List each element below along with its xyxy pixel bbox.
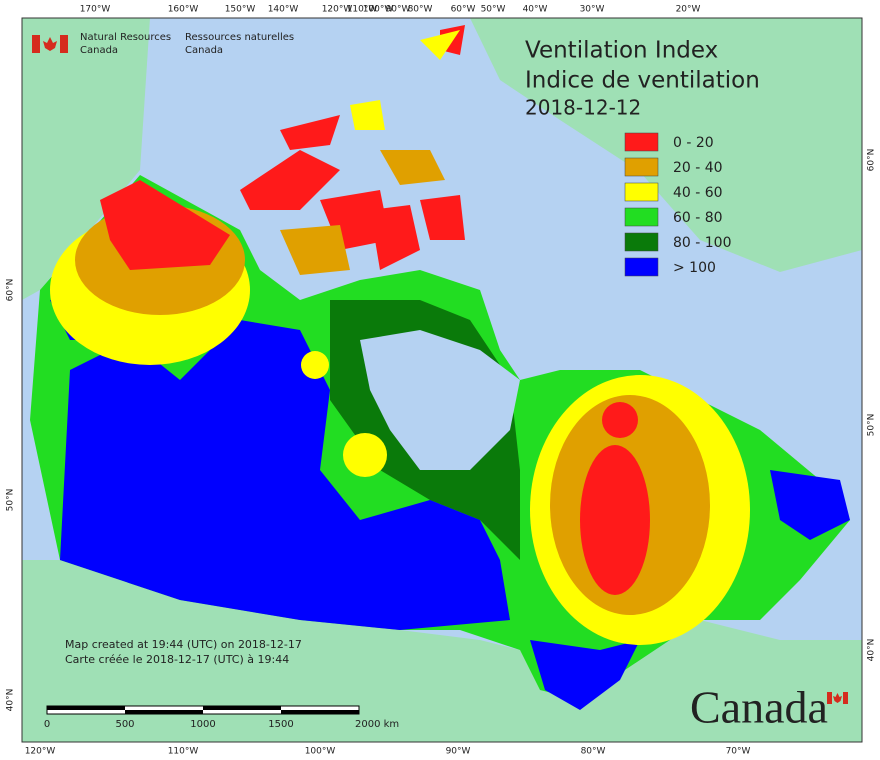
zone-red-nw: [100, 180, 230, 270]
zone-yellow-mb: [343, 433, 387, 477]
title-fr: Indice de ventilation: [525, 68, 760, 94]
graticule-top: 140°W: [268, 5, 299, 15]
graticule-top: 170°W: [80, 5, 111, 15]
graticule-top: 160°W: [168, 5, 199, 15]
graticule-right: 50°N: [867, 414, 877, 437]
agency-fr: Canada: [185, 45, 223, 56]
flag-bar: [827, 692, 832, 704]
graticule-top: 100°W: [363, 5, 394, 15]
zone-red-arctic: [240, 25, 465, 270]
usa: [22, 560, 862, 742]
nrcan-flag: [32, 35, 68, 53]
legend-swatch: [624, 232, 659, 252]
legend-swatch: [624, 207, 659, 227]
agency-en: Canada: [80, 45, 118, 56]
graticule-bottom: 90°W: [446, 747, 471, 757]
zone-yellow-nu: [301, 351, 329, 379]
canada-wordmark: Canada: [690, 682, 828, 733]
scale-label: 1000: [190, 719, 215, 730]
legend-swatch: [624, 182, 659, 202]
zone-blue-ontario: [530, 640, 640, 710]
title-en: Ventilation Index: [525, 38, 718, 64]
graticule-top: 40°W: [523, 5, 548, 15]
zone-red-quebec: [580, 445, 650, 595]
credit-fr: Carte créée le 2018-12-17 (UTC) à 19:44: [65, 653, 289, 666]
credit-en: Map created at 19:44 (UTC) on 2018-12-17: [65, 638, 302, 651]
legend-swatch: [624, 257, 659, 277]
title-date: 2018-12-12: [525, 96, 641, 120]
graticule-top: 80°W: [408, 5, 433, 15]
zone-red-quebec-n: [602, 402, 638, 438]
graticule-top: 30°W: [580, 5, 605, 15]
legend-label: > 100: [673, 260, 716, 276]
scale-label: 500: [115, 719, 134, 730]
flag-bar: [843, 692, 848, 704]
graticule-bottom: 80°W: [581, 747, 606, 757]
flag-bar: [60, 35, 68, 53]
graticule-left: 40°N: [6, 689, 16, 712]
scale-seg: [125, 710, 203, 714]
hudson-bay: [360, 330, 520, 470]
legend-swatch: [624, 157, 659, 177]
graticule-top: 120°W: [322, 5, 353, 15]
zone-orange-arctic: [280, 150, 445, 275]
legend-label: 60 - 80: [673, 210, 723, 226]
scale-label: 0: [44, 719, 50, 730]
scale-label: 1500: [268, 719, 293, 730]
graticule-bottom: 110°W: [168, 747, 199, 757]
graticule-right: 60°N: [867, 149, 877, 172]
alaska: [22, 18, 150, 300]
graticule-top: 50°W: [481, 5, 506, 15]
graticule-right: 40°N: [867, 639, 877, 662]
scale-seg: [47, 706, 125, 710]
graticule-labels: 170°W 160°W 150°W 140°W 120°W110°W100°W90°W8…: [6, 5, 877, 757]
wordmark-flag: [827, 692, 848, 704]
legend-label: 40 - 60: [673, 185, 723, 201]
zone-yellow-arctic: [350, 30, 460, 130]
graticule-top: 150°W: [225, 5, 256, 15]
graticule-top: 20°W: [676, 5, 701, 15]
map-frame: [21, 17, 863, 743]
legend-swatch: [624, 132, 659, 152]
flag-leaf: [833, 693, 842, 703]
scale-bar: 0 500 1000 1500 2000 km: [44, 705, 399, 730]
graticule-left: 50°N: [6, 489, 16, 512]
legend-label: 80 - 100: [673, 235, 732, 251]
graticule-bottom: 100°W: [305, 747, 336, 757]
graticule-top: 90°W: [386, 5, 411, 15]
legend-label: 0 - 20: [673, 135, 714, 151]
flag-bar: [32, 35, 40, 53]
graticule-bottom: 70°W: [726, 747, 751, 757]
graticule-left: 60°N: [6, 279, 16, 302]
legend-label: 20 - 40: [673, 160, 723, 176]
flag-leaf: [43, 37, 57, 51]
graticule-top: 60°W: [451, 5, 476, 15]
zone-blue: [60, 320, 510, 630]
agency-fr: Ressources naturelles: [185, 32, 294, 43]
graticule-top: 110°W: [347, 5, 378, 15]
scale-seg: [203, 706, 281, 710]
greenland: [470, 18, 862, 272]
agency-en: Natural Resources: [80, 32, 171, 43]
frame-border: [21, 17, 863, 743]
scale-seg: [281, 710, 359, 714]
legend: 0 - 20 20 - 40 40 - 60 60 - 80 80 - 100 > 100: [624, 132, 732, 277]
graticule-bottom: 120°W: [25, 747, 56, 757]
zone-blue-ns: [770, 470, 850, 540]
scale-label: 2000 km: [355, 719, 399, 730]
